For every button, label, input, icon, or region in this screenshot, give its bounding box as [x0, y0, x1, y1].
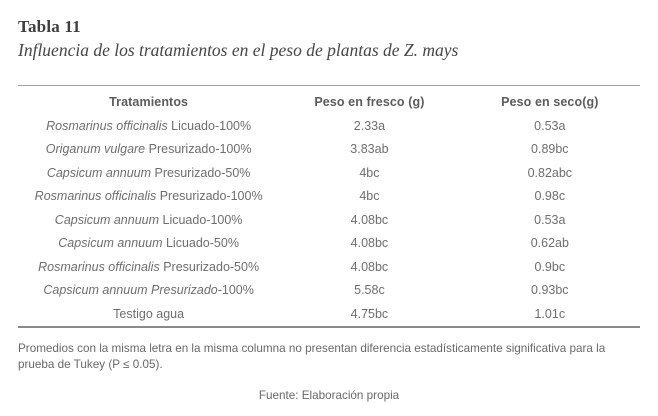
table-header: Tratamientos Peso en fresco (g) Peso en …: [18, 86, 640, 115]
fresco-value: 4.08bc: [350, 259, 389, 274]
column-header-tratamientos: Tratamientos: [109, 95, 189, 109]
seco-value: 0.82abc: [527, 165, 573, 180]
fresco-value: 4bc: [359, 165, 380, 180]
source-line: Fuente: Elaboración propia: [258, 388, 400, 402]
table-row: Rosmarinus officinalis Licuado-100% 2.33…: [18, 114, 640, 138]
treatment-cell: Capsicum annuum Licuado-50%: [18, 232, 279, 256]
species-name: Rosmarinus officinalis: [34, 189, 157, 204]
species-name: Rosmarinus officinalis: [46, 118, 168, 133]
treatment-cell: Capsicum annuum Presurizado-50%: [18, 161, 279, 185]
table-footnote: Promedios con la misma letra en la misma…: [18, 341, 606, 372]
table-row: Rosmarinus officinalis Presurizado-50% 4…: [18, 255, 640, 279]
treatment-method: Presurizado-100%: [156, 189, 263, 204]
species-name: Capsicum annuum: [58, 236, 163, 251]
fresco-value: 4.08bc: [350, 236, 389, 251]
seco-value: 0.93bc: [531, 283, 569, 298]
column-header-peso-fresco: Peso en fresco (g): [314, 95, 425, 109]
seco-value: 0.53a: [534, 212, 566, 227]
table-row: Capsicum annuum Presurizado-100% 5.58c 0…: [18, 279, 640, 303]
table-row: Capsicum annuum Presurizado-50% 4bc 0.82…: [18, 161, 640, 185]
treatment-cell: Rosmarinus officinalis Licuado-100%: [18, 114, 279, 138]
fresco-value: 4bc: [359, 189, 380, 204]
table-number: Tabla 11: [18, 17, 81, 36]
table-title: Influencia de los tratamientos en el pes…: [18, 40, 459, 60]
column-header-peso-seco: Peso en seco(g): [501, 95, 599, 109]
table-row: Testigo agua 4.75bc 1.01c: [18, 302, 640, 327]
treatment-cell: Testigo agua: [18, 302, 279, 327]
treatment-method: Presurizado-50%: [159, 259, 260, 274]
seco-value: 0.9bc: [534, 259, 566, 274]
treatment-method: Testigo agua: [113, 306, 185, 321]
fresco-value: 4.75bc: [350, 306, 389, 321]
treatment-method: Licuado-100%: [159, 212, 243, 227]
seco-value: 0.89bc: [531, 142, 569, 157]
treatment-method: Licuado-100%: [167, 118, 252, 133]
table-header-row: Tratamientos Peso en fresco (g) Peso en …: [18, 86, 640, 115]
fresco-value: 5.58c: [354, 283, 385, 298]
fresco-value: 3.83ab: [350, 142, 389, 157]
treatment-cell: Capsicum annuum Licuado-100%: [18, 208, 279, 232]
species-name: Origanum vulgare: [45, 142, 146, 157]
table-row: Rosmarinus officinalis Presurizado-100% …: [18, 185, 640, 209]
seco-value: 0.53a: [534, 118, 566, 133]
table-body: Rosmarinus officinalis Licuado-100% 2.33…: [18, 114, 640, 327]
treatments-table: Tratamientos Peso en fresco (g) Peso en …: [18, 85, 640, 328]
species-name: Capsicum annuum Presurizado: [43, 283, 218, 298]
table-row: Capsicum annuum Licuado-50% 4.08bc 0.62a…: [18, 232, 640, 256]
table-row: Capsicum annuum Licuado-100% 4.08bc 0.53…: [18, 208, 640, 232]
treatment-method: Presurizado-100%: [145, 142, 252, 157]
treatment-cell: Capsicum annuum Presurizado-100%: [18, 279, 279, 303]
treatment-cell: Origanum vulgare Presurizado-100%: [18, 138, 279, 162]
treatment-method: -100%: [217, 283, 254, 298]
species-name: Capsicum annuum: [46, 165, 152, 180]
treatment-method: Presurizado-50%: [151, 165, 251, 180]
seco-value: 0.62ab: [530, 236, 569, 251]
fresco-value: 2.33a: [353, 118, 386, 133]
treatment-cell: Rosmarinus officinalis Presurizado-50%: [18, 255, 279, 279]
species-name: Rosmarinus officinalis: [38, 259, 160, 274]
table-row: Origanum vulgare Presurizado-100% 3.83ab…: [18, 138, 640, 162]
fresco-value: 4.08bc: [350, 212, 389, 227]
treatment-method: Licuado-50%: [162, 236, 239, 251]
treatment-cell: Rosmarinus officinalis Presurizado-100%: [18, 185, 279, 209]
seco-value: 0.98c: [534, 189, 566, 204]
species-name: Capsicum annuum: [54, 212, 160, 227]
seco-value: 1.01c: [534, 306, 566, 321]
